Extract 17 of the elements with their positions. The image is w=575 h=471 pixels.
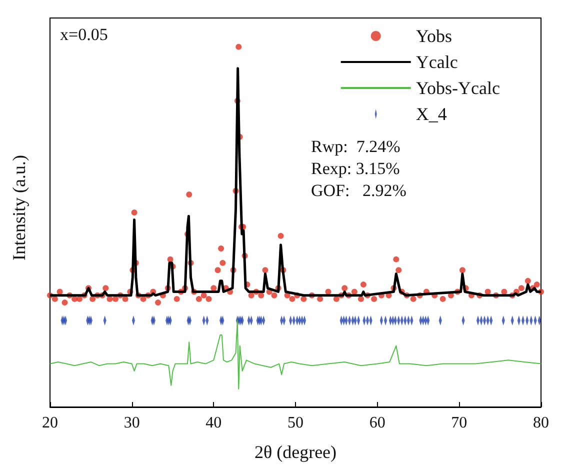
x-tick-label: 50 bbox=[288, 414, 304, 432]
x-tick-label: 20 bbox=[42, 414, 58, 432]
legend-label: Ycalc bbox=[416, 52, 458, 72]
legend-label: X_4 bbox=[416, 104, 447, 124]
x-tick-label: 60 bbox=[369, 414, 386, 432]
x-tick-label: 40 bbox=[206, 414, 222, 432]
annotation: Rwp: 7.24% bbox=[311, 137, 400, 156]
x-tick-label: 70 bbox=[451, 414, 468, 432]
annotation: Rexp: 3.15% bbox=[311, 159, 400, 178]
x-tick-label: 30 bbox=[124, 414, 140, 432]
legend-label: Yobs-Ycalc bbox=[416, 78, 500, 98]
legend-label: Yobs bbox=[416, 26, 452, 46]
text: x=0.05 bbox=[60, 25, 108, 44]
annotation: GOF: 2.92% bbox=[311, 181, 406, 200]
y-axis-title: Intensity (a.u.) bbox=[9, 154, 29, 260]
x-axis-title: 2θ (degree) bbox=[254, 442, 337, 462]
x-tick-label: 80 bbox=[533, 414, 549, 432]
